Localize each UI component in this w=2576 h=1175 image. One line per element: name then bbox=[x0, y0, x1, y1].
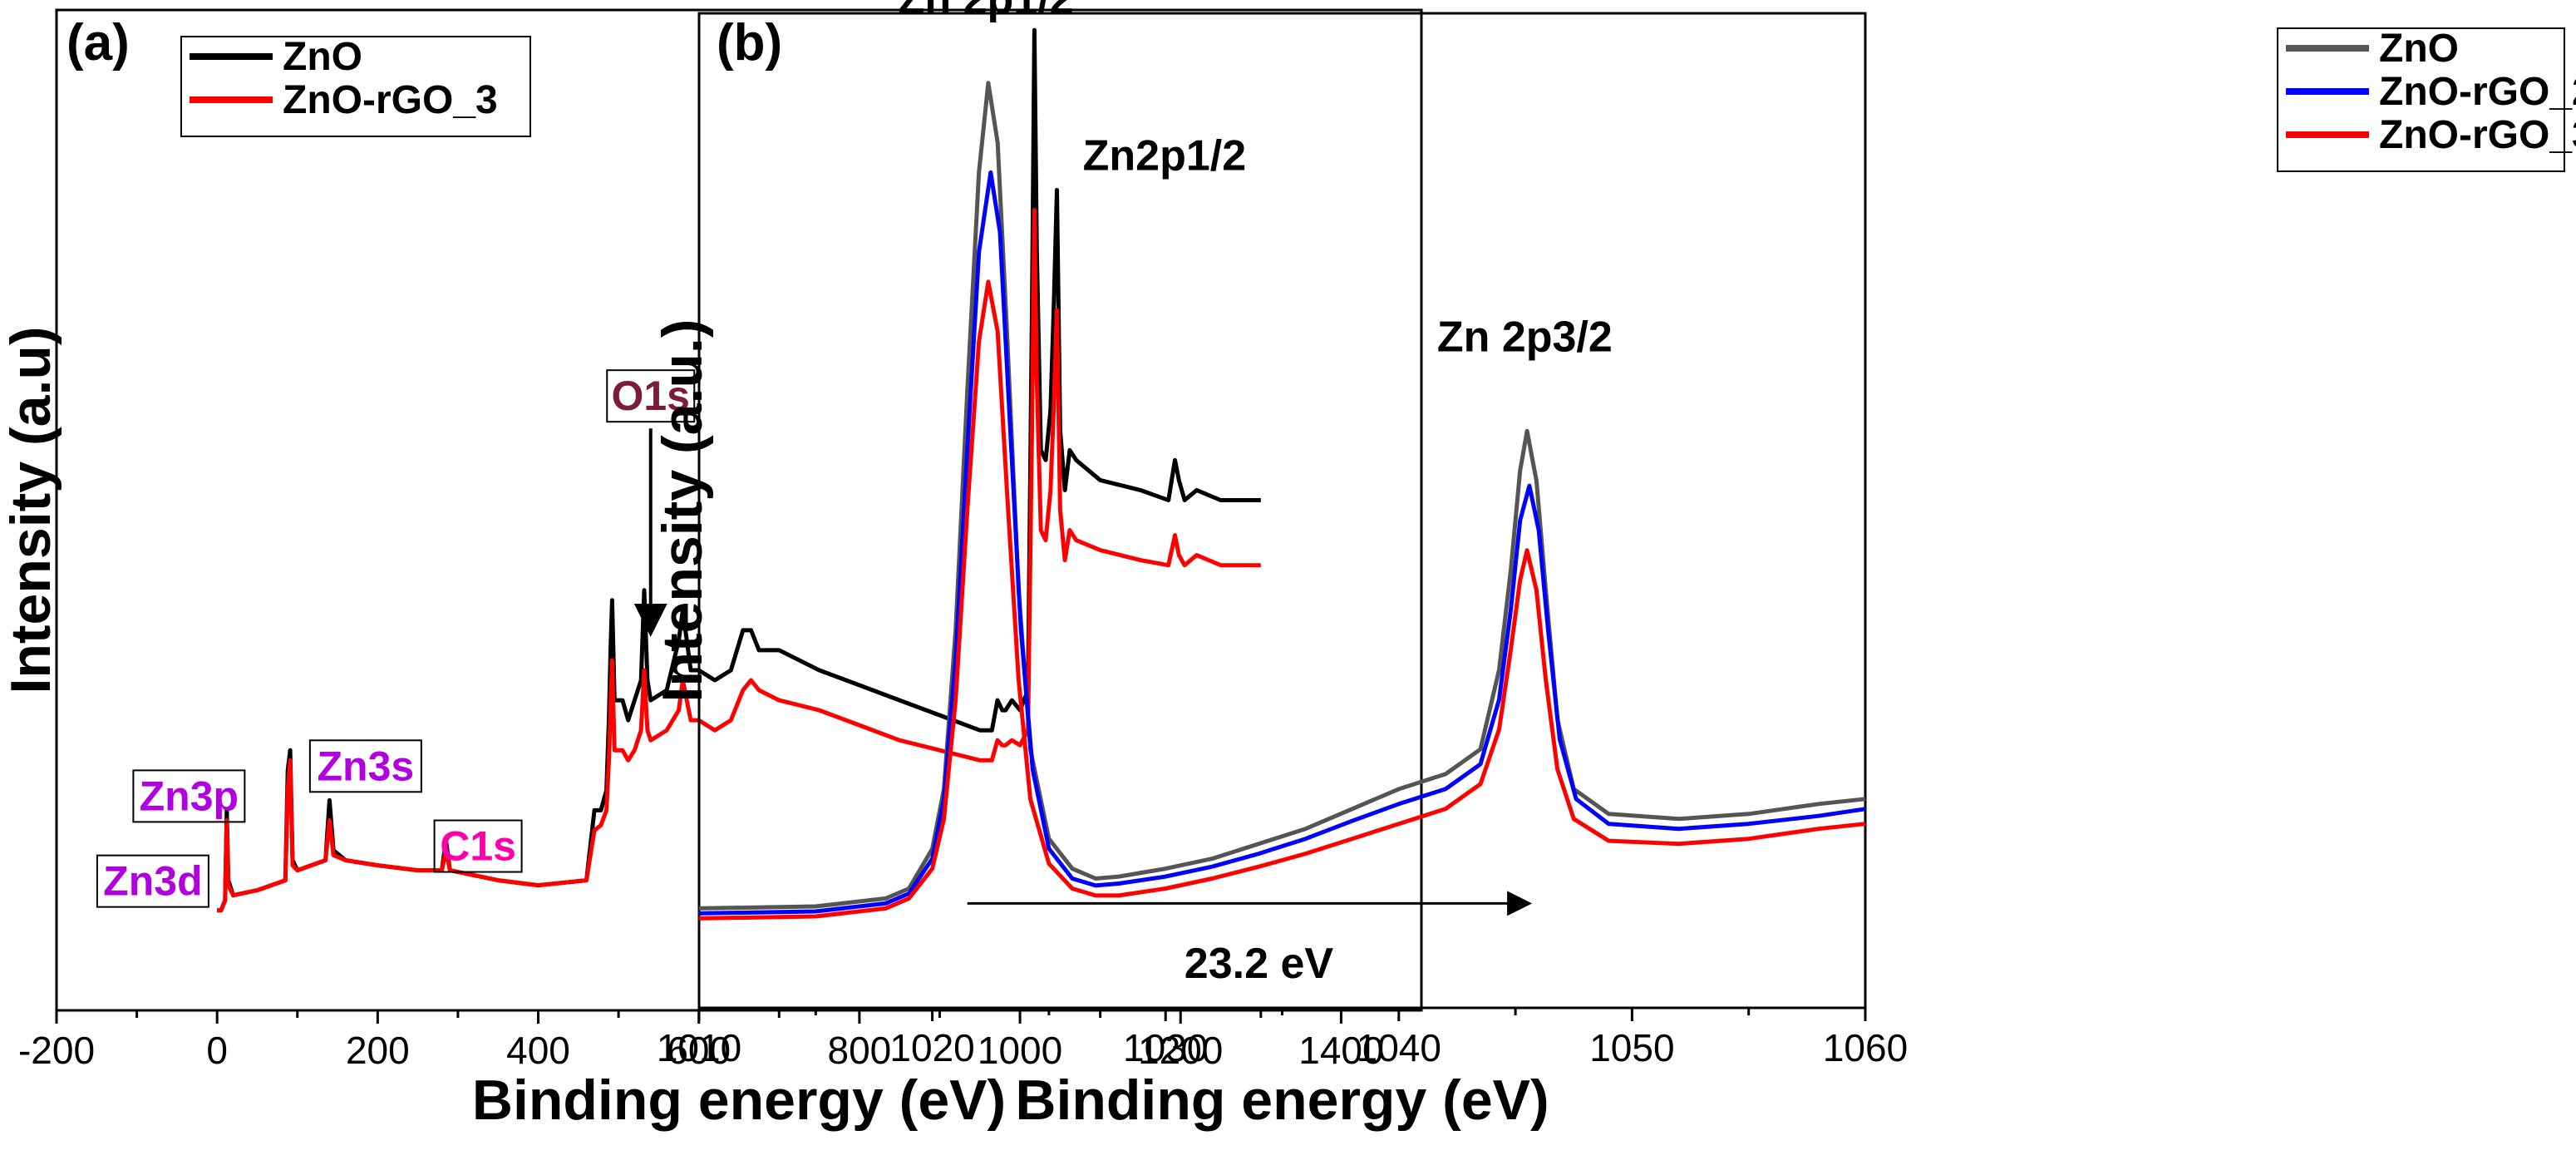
annotation-c1s: C1s bbox=[440, 823, 516, 870]
x-tick-label: 800 bbox=[828, 1029, 892, 1072]
series-line-zno-rgo-3 bbox=[217, 208, 1261, 913]
panel-b: 1010 1020 1030 1040 1050 1060 Zn 2p1/2 Zn 2p3/… bbox=[651, 0, 2576, 1132]
panel-a-series bbox=[217, 27, 1261, 913]
legend-label-zno-rgo-3: ZnO-rGO_3 bbox=[2379, 113, 2576, 157]
panel-a-x-axis-title: Binding energy (eV) bbox=[472, 1069, 1006, 1132]
legend-label-zno-rgo-2: ZnO-rGO_2 bbox=[2379, 70, 2576, 114]
x-tick-label: 1400 bbox=[1298, 1029, 1383, 1072]
panel-b-series bbox=[698, 81, 1866, 921]
x-tick-label: 1200 bbox=[1138, 1029, 1223, 1072]
annotation-zn-2p1-2: Zn 2p1/2 bbox=[899, 0, 1074, 23]
x-tick-label: -200 bbox=[18, 1029, 95, 1072]
annotation-box bbox=[96, 854, 209, 908]
x-tick-label: 1030 bbox=[1123, 1026, 1208, 1069]
series-line-zno-rgo-3 bbox=[698, 279, 1866, 921]
x-tick-label: 200 bbox=[346, 1029, 410, 1072]
series-line-zno-rgo-2 bbox=[698, 170, 1866, 916]
annotation-23-2-ev: 23.2 eV bbox=[1185, 940, 1334, 988]
legend-box bbox=[2277, 27, 2565, 172]
annotation-zn3s: Zn3s bbox=[318, 743, 415, 789]
legend-label-zno: ZnO bbox=[283, 35, 362, 79]
annotation-zn3d: Zn3d bbox=[103, 858, 202, 905]
x-tick-label: 1010 bbox=[657, 1026, 741, 1069]
panel-a-plot-frame bbox=[55, 8, 1423, 1012]
annotation-box bbox=[132, 769, 246, 823]
x-tick-label: 400 bbox=[506, 1029, 570, 1072]
annotation-box bbox=[308, 739, 422, 793]
panel-a-x-ticks: -200 0 200 400 600 800 1000 1200 1400 bbox=[18, 1010, 1384, 1072]
panel-b-y-axis-title: Intensity (a.u.) bbox=[651, 319, 714, 703]
panel-b-annotations: Zn 2p1/2 Zn 2p3/2 23.2 eV bbox=[899, 0, 1613, 988]
x-tick-label: 1020 bbox=[889, 1026, 974, 1069]
annotation-box bbox=[433, 819, 523, 873]
x-tick-label: 1060 bbox=[1823, 1026, 1908, 1069]
annotation-zn3p: Zn3p bbox=[140, 773, 239, 819]
annotation-box bbox=[606, 369, 696, 423]
annotation-o1s: O1s bbox=[611, 373, 690, 419]
panel-a-label: (a) bbox=[66, 14, 130, 72]
panel-b-x-axis-title: Binding energy (eV) bbox=[1015, 1069, 1549, 1132]
annotation-zn2p1-2: Zn2p1/2 bbox=[1083, 131, 1247, 180]
x-tick-label: 1050 bbox=[1589, 1026, 1674, 1069]
legend-label-zno-rgo-3: ZnO-rGO_3 bbox=[283, 78, 498, 122]
x-tick-label: 0 bbox=[206, 1029, 228, 1072]
annotation-zn-2p3-2: Zn 2p3/2 bbox=[1437, 313, 1613, 362]
panel-b-x-ticks: 1010 1020 1030 1040 1050 1060 bbox=[657, 1008, 1908, 1069]
legend-label-zno: ZnO bbox=[2379, 27, 2459, 71]
panel-a-y-axis-title: Intensity (a.u) bbox=[0, 326, 62, 694]
x-tick-label: 1000 bbox=[978, 1029, 1062, 1072]
x-tick-label: 1040 bbox=[1357, 1026, 1441, 1069]
series-line-zno bbox=[698, 81, 1866, 911]
x-tick-label: 600 bbox=[667, 1029, 731, 1072]
panel-b-label: (b) bbox=[717, 14, 782, 72]
